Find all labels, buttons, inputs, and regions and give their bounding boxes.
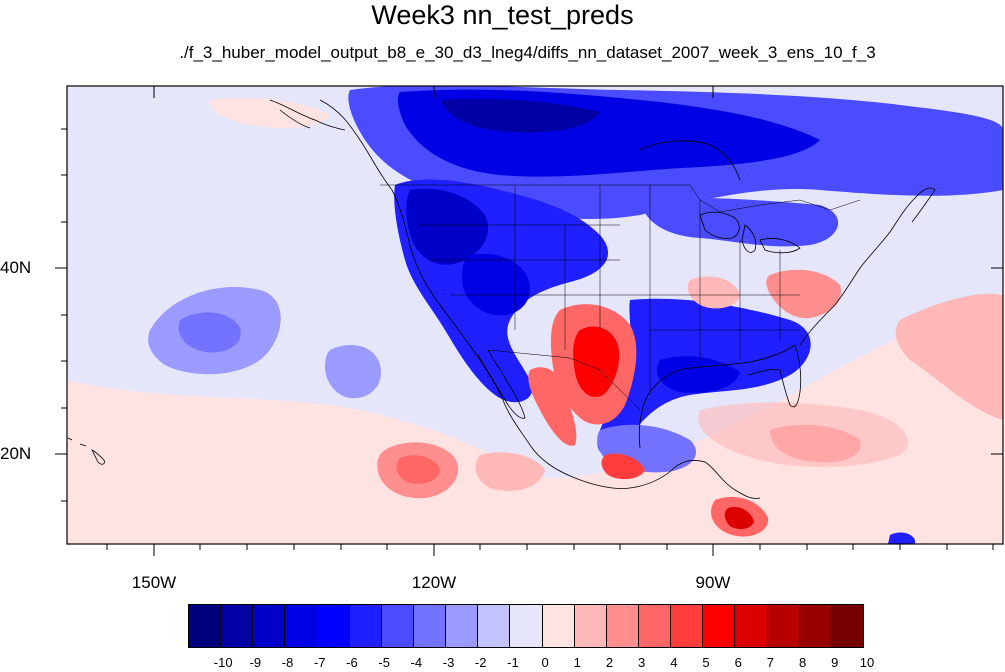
field-layer xyxy=(67,86,1003,544)
colorbar-swatch xyxy=(446,605,479,647)
north-america-coastline xyxy=(319,99,761,499)
colorbar-swatch xyxy=(189,605,222,647)
hawaii xyxy=(67,437,105,465)
colorbar-swatch xyxy=(638,605,672,647)
colorbar-label: -7 xyxy=(313,655,326,670)
baja-red xyxy=(528,367,577,446)
nw-pacific-red xyxy=(210,98,330,128)
baja-coastline xyxy=(477,349,526,419)
colorbar-swatch xyxy=(413,605,447,647)
colorbar-swatch xyxy=(510,605,543,647)
lon-ticks xyxy=(106,86,994,556)
colorbar-label: 7 xyxy=(766,655,775,670)
us-canada-border xyxy=(380,184,861,213)
lat-ticks xyxy=(55,128,1003,502)
colorbar-label: -4 xyxy=(410,655,423,670)
colorbar-label: 9 xyxy=(831,655,839,670)
colorbar-label: -5 xyxy=(378,655,390,670)
east-coastline xyxy=(799,187,936,346)
southern-mexico-red xyxy=(601,453,645,480)
lat-label-20n: 20N xyxy=(0,444,32,463)
colorbar-label: 0 xyxy=(541,655,549,670)
colorbar-label: 5 xyxy=(702,655,710,670)
political-boundaries xyxy=(380,184,861,411)
colorbar-swatch xyxy=(253,605,286,647)
colorbar-label: 8 xyxy=(798,655,807,670)
caribbean-pink xyxy=(698,402,908,467)
canada-dark-blue xyxy=(440,98,600,133)
tropical-red-band xyxy=(67,300,1003,544)
colorbar-swatch xyxy=(349,605,382,647)
colorbar-swatch xyxy=(221,605,254,647)
ohio-valley-red xyxy=(687,276,740,309)
east-pacific-red-core xyxy=(396,455,440,484)
colorbar-label: -1 xyxy=(507,655,519,670)
colorbar-swatch xyxy=(703,605,736,647)
plot-title: Week3 nn_test_preds xyxy=(371,0,634,30)
plot-subtitle: ./f_3_huber_model_output_b8_e_30_d3_lneg… xyxy=(179,43,876,62)
colorbar-label: -6 xyxy=(346,655,358,670)
us-mexico-border xyxy=(487,349,641,411)
great-basin-blue xyxy=(462,253,531,316)
colorbar-swatch xyxy=(574,605,607,647)
hudson-bay-area xyxy=(639,140,741,181)
colorbar-swatch xyxy=(799,605,832,647)
colorbar-label: -9 xyxy=(249,655,262,670)
lon-label-120w: 120W xyxy=(411,573,457,592)
colorbar-label: -8 xyxy=(281,655,294,670)
colorbar-swatch xyxy=(767,605,800,647)
eastern-canada-blue xyxy=(640,197,839,247)
great-lakes xyxy=(699,211,801,254)
central-america-core xyxy=(724,506,754,530)
colorbar-label: -3 xyxy=(442,655,455,670)
colorbar-label: -10 xyxy=(213,655,233,670)
colorbar-swatch xyxy=(317,605,350,647)
colorbar-swatch xyxy=(542,605,575,647)
atlantic-pink xyxy=(895,293,1003,420)
pacific-red-patch-2 xyxy=(475,452,545,491)
pacific-nw-dark-blue xyxy=(406,188,489,265)
bottom-right-blue xyxy=(888,532,915,544)
colorbar-label: 3 xyxy=(638,655,646,670)
lon-label-90w: 90W xyxy=(695,573,731,592)
mid-atlantic-red xyxy=(766,269,841,319)
colorbar-label: 1 xyxy=(573,655,581,670)
alaska-coastline xyxy=(269,99,346,131)
colorbar xyxy=(188,604,864,648)
colorbar-swatch xyxy=(831,605,863,647)
colorbar-swatch xyxy=(671,605,704,647)
colorbar-swatch xyxy=(478,605,511,647)
state-lines xyxy=(420,185,800,395)
lat-label-40n: 40N xyxy=(0,258,32,277)
colorbar-label: 2 xyxy=(605,655,614,670)
colorbar-swatch xyxy=(381,605,414,647)
colorbar-swatch xyxy=(606,605,639,647)
lon-label-150w: 150W xyxy=(131,573,177,592)
baja-west-blue xyxy=(325,345,381,399)
east-pacific-blue-core xyxy=(178,312,241,353)
colorbar-label: -2 xyxy=(474,655,487,670)
colorbar-swatch xyxy=(735,605,768,647)
colorbar-label: 10 xyxy=(859,655,875,670)
colorbar-swatch xyxy=(285,605,318,647)
colorbar-label: 4 xyxy=(670,655,678,670)
coastlines xyxy=(67,99,936,499)
mexico-plateau-core xyxy=(573,326,620,398)
gulf-coastline xyxy=(638,344,802,449)
colorbar-label: 6 xyxy=(734,655,742,670)
